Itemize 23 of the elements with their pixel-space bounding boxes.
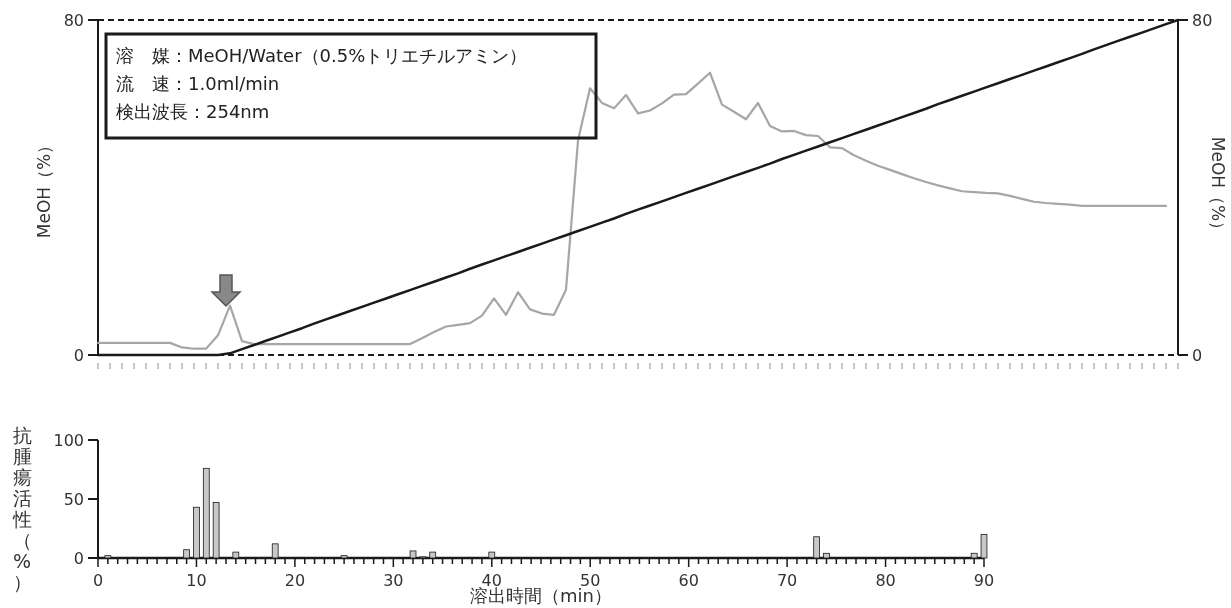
y-tick-label: 0 — [73, 549, 84, 568]
line-series — [96, 71, 1168, 350]
y2-tick-label: 80 — [1192, 11, 1213, 30]
annotation: 検出波長：254nm — [116, 101, 270, 122]
x-tick-label: 20 — [284, 571, 306, 590]
x-tick-label: 80 — [875, 571, 896, 590]
y2-axis-title: MeOH（%） — [1208, 136, 1228, 239]
x-tick-label: 0 — [92, 571, 104, 590]
x-tick-label: 90 — [973, 571, 995, 590]
x-tick-label: 10 — [186, 571, 207, 590]
annotation: 流 速：1.0ml/min — [116, 73, 280, 94]
y-tick-label: 80 — [63, 11, 84, 30]
y-tick-label: 50 — [63, 490, 84, 509]
x-tick-label: 50 — [580, 571, 601, 590]
y-axis-title: MeOH（%） — [34, 136, 54, 239]
x-tick-label: 70 — [776, 571, 798, 590]
y-axis-title: 抗腫瘍活性（%） — [11, 424, 32, 593]
y-tick-label: 100 — [53, 431, 84, 450]
x-tick-label: 30 — [383, 571, 404, 590]
y-tick-label: 0 — [73, 346, 84, 365]
annotation: 溶 媒：MeOH/Water（0.5%トリエチルアミン） — [116, 45, 528, 66]
x-tick-label: 60 — [678, 571, 699, 590]
y2-tick-label: 0 — [1192, 346, 1203, 365]
